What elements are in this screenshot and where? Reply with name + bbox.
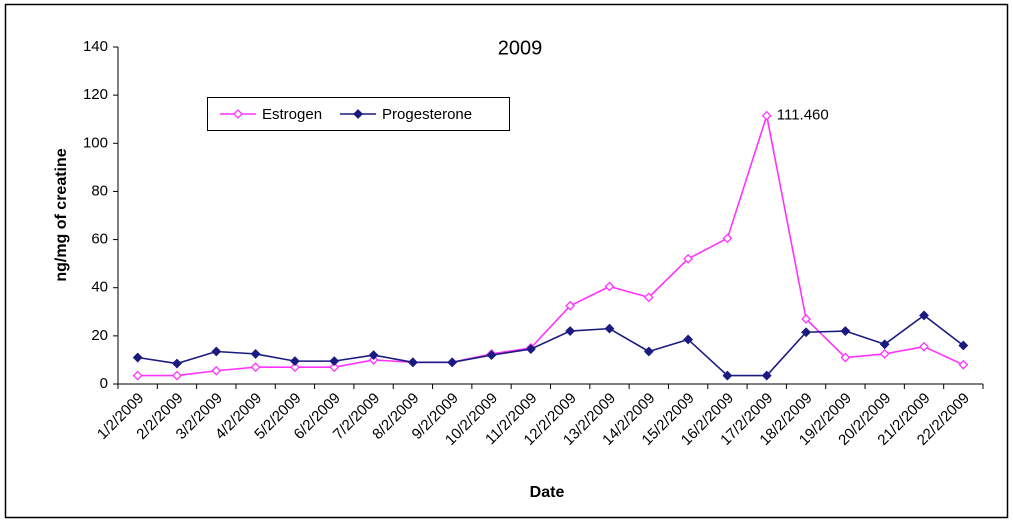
series-line: [137, 314, 964, 377]
point-marker: [879, 348, 890, 359]
point-marker: [958, 340, 969, 351]
chart-title: 2009: [498, 37, 543, 59]
point-marker: [447, 357, 458, 368]
point-marker: [172, 370, 182, 381]
point-marker: [132, 370, 143, 381]
point-marker: [407, 357, 418, 368]
y-tick-label: 20: [91, 327, 108, 344]
point-marker: [290, 362, 300, 373]
point-marker: [840, 352, 851, 363]
point-marker: [761, 370, 772, 381]
legend-marker: [353, 109, 363, 119]
point-marker: [801, 327, 811, 338]
y-tick-label: 140: [83, 38, 108, 55]
point-marker: [172, 358, 182, 369]
point-marker: [290, 356, 300, 367]
point-marker: [329, 356, 340, 367]
y-tick-label: 0: [100, 375, 108, 392]
y-tick-label: 100: [83, 134, 108, 151]
series-line: [137, 115, 964, 377]
point-marker: [643, 292, 654, 303]
point-marker: [761, 110, 772, 121]
point-marker: [329, 362, 340, 373]
y-tick-label: 60: [91, 231, 108, 248]
point-marker: [132, 352, 143, 363]
legend-marker: [233, 109, 243, 119]
point-marker: [604, 323, 615, 334]
point-marker: [643, 346, 654, 357]
point-marker: [368, 350, 379, 361]
point-marker: [604, 281, 615, 292]
point-marker: [919, 341, 929, 352]
x-axis-label: Date: [530, 484, 565, 501]
point-marker: [840, 326, 851, 336]
point-marker: [211, 365, 222, 376]
legend-box: [207, 97, 510, 131]
point-marker: [250, 348, 261, 359]
point-marker: [801, 314, 811, 324]
point-marker: [722, 233, 733, 244]
legend-label: Estrogen: [262, 106, 322, 123]
point-marker: [211, 346, 222, 357]
point-marker: [525, 344, 536, 355]
point-marker: [919, 310, 929, 321]
y-tick-label: 40: [91, 279, 108, 296]
point-marker: [683, 334, 694, 345]
point-marker: [250, 362, 261, 373]
y-tick-label: 120: [83, 86, 108, 103]
point-marker: [958, 359, 969, 370]
point-marker: [565, 300, 576, 311]
point-marker: [722, 370, 733, 381]
point-marker: [879, 339, 890, 350]
point-marker: [486, 350, 497, 361]
chart-frame: [4, 3, 1009, 519]
y-tick-label: 80: [91, 182, 108, 199]
point-marker: [565, 326, 576, 336]
y-axis-label: ng/mg of creatine: [53, 148, 70, 281]
point-marker: [683, 253, 694, 264]
data-label: 111.460: [777, 107, 829, 124]
legend-label: Progesterone: [382, 106, 472, 123]
